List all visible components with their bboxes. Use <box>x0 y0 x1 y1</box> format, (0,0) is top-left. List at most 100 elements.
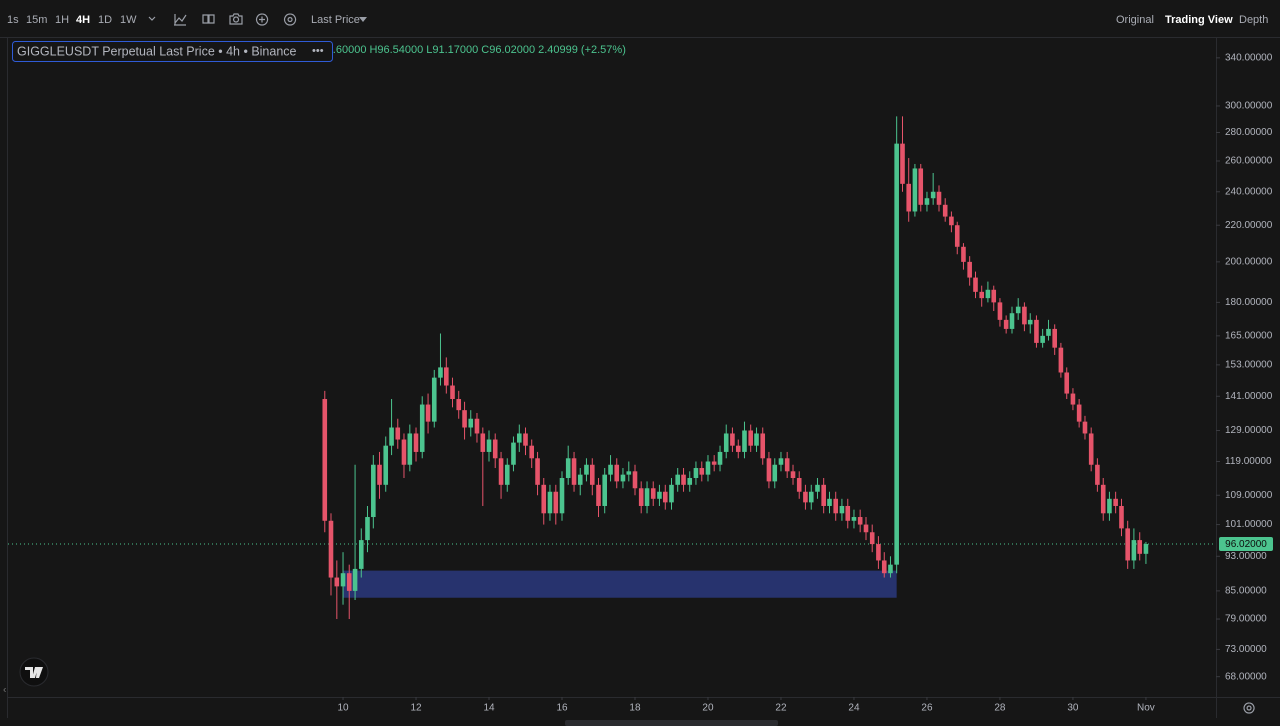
candle-body <box>389 427 394 446</box>
candle-body <box>717 451 723 465</box>
candle-body <box>857 517 863 525</box>
candle-body <box>930 191 936 199</box>
axis-settings-icon[interactable] <box>1243 702 1255 714</box>
candle-body <box>425 404 431 422</box>
candle-body <box>444 367 449 386</box>
candle-body <box>596 484 601 506</box>
candle-body <box>1027 319 1033 325</box>
candle-body <box>790 471 796 479</box>
x-tick-label: 24 <box>848 703 860 714</box>
y-tick-label: 240.00000 <box>1225 186 1273 197</box>
candle-body <box>450 385 455 400</box>
interval-button[interactable]: 1W <box>120 14 137 26</box>
candle-body <box>997 302 1003 320</box>
candle-body <box>906 183 912 212</box>
y-tick-label: 153.00000 <box>1225 360 1273 371</box>
candle-body <box>784 458 790 472</box>
candle-body <box>1082 421 1088 434</box>
interval-button[interactable]: 1D <box>98 14 112 26</box>
price-zone <box>343 570 897 598</box>
candle-body <box>1137 540 1143 554</box>
candle-body <box>699 468 705 475</box>
y-tick-label: 73.00000 <box>1225 644 1267 655</box>
view-tab[interactable]: Trading View <box>1165 14 1233 26</box>
x-tick-label: 26 <box>921 703 933 714</box>
ohlc-value: H96.54000 <box>369 44 423 56</box>
candle-body <box>869 532 875 545</box>
interval-button[interactable]: 15m <box>26 14 47 26</box>
settings-icon[interactable] <box>284 13 297 26</box>
candle-body <box>1095 464 1100 485</box>
price-source[interactable]: Last Price <box>311 14 360 26</box>
add-icon[interactable] <box>256 13 269 26</box>
candle-body <box>407 433 413 465</box>
candle-body <box>334 577 340 587</box>
x-tick-label: 22 <box>775 703 787 714</box>
candle-body <box>924 198 930 205</box>
candle-body <box>723 433 729 452</box>
candle-body <box>827 498 832 506</box>
interval-button[interactable]: 4H <box>76 14 90 26</box>
indicators-icon[interactable] <box>174 14 187 26</box>
candle-body <box>754 433 759 446</box>
x-tick-label: 28 <box>994 703 1006 714</box>
candle-body <box>620 474 626 482</box>
candle-body <box>1070 393 1076 405</box>
candle-body <box>523 433 528 446</box>
candle-body <box>1107 498 1112 514</box>
candle-body <box>942 204 948 217</box>
candle-body <box>711 461 717 465</box>
legend-menu[interactable]: ••• <box>312 45 324 57</box>
plot-area <box>8 116 1216 620</box>
candle-body <box>565 458 571 479</box>
x-tick-label: 20 <box>702 703 714 714</box>
candle-body <box>431 377 437 422</box>
legend-title: GIGGLEUSDT Perpetual Last Price • 4h • B… <box>17 44 297 58</box>
y-tick-label: 340.00000 <box>1225 52 1273 63</box>
y-tick-label: 141.00000 <box>1225 391 1273 402</box>
candle-body <box>638 488 644 506</box>
interval-button[interactable]: 1s <box>7 14 19 26</box>
x-tick-label: 30 <box>1067 703 1079 714</box>
x-tick-label: 18 <box>629 703 641 714</box>
candle-body <box>492 439 498 459</box>
candle-body <box>991 289 997 303</box>
candle-body <box>577 474 583 485</box>
candle-body <box>735 445 741 452</box>
y-tick-label: 68.00000 <box>1225 671 1267 682</box>
candle-body <box>474 418 480 434</box>
snapshot-icon[interactable] <box>229 13 243 25</box>
candle-body <box>894 143 899 565</box>
candle-body <box>796 478 802 492</box>
view-tab[interactable]: Depth <box>1239 14 1268 26</box>
candle-body <box>845 505 851 521</box>
candle-body <box>383 445 389 485</box>
candle-body <box>881 560 887 574</box>
legend-box[interactable] <box>12 41 333 62</box>
candle-body <box>1125 528 1130 561</box>
candle-body <box>511 442 516 465</box>
y-tick-label: 85.00000 <box>1225 586 1267 597</box>
candle-body <box>839 505 845 514</box>
candle-body <box>803 491 808 503</box>
candle-body <box>675 474 680 485</box>
candle-body <box>462 410 467 428</box>
candle-body <box>529 445 535 459</box>
candle-body <box>912 168 918 212</box>
candle-body <box>498 458 504 485</box>
interval-dropdown[interactable] <box>148 16 156 21</box>
candle-body <box>900 143 905 184</box>
x-tick-label: Nov <box>1137 703 1155 714</box>
candle-body <box>322 399 328 521</box>
scrollbar[interactable] <box>565 720 778 726</box>
layout-icon[interactable] <box>202 14 215 24</box>
interval-button[interactable]: 1H <box>55 14 69 26</box>
y-tick-label: 119.00000 <box>1225 456 1272 467</box>
candle-body <box>973 277 978 292</box>
candle-body <box>772 464 778 482</box>
collapse-arrow[interactable]: ‹ <box>3 685 6 696</box>
price-source-dropdown[interactable] <box>359 17 367 22</box>
candle-body <box>961 246 966 262</box>
view-tab[interactable]: Original <box>1116 14 1154 26</box>
candle-body <box>1046 328 1051 336</box>
